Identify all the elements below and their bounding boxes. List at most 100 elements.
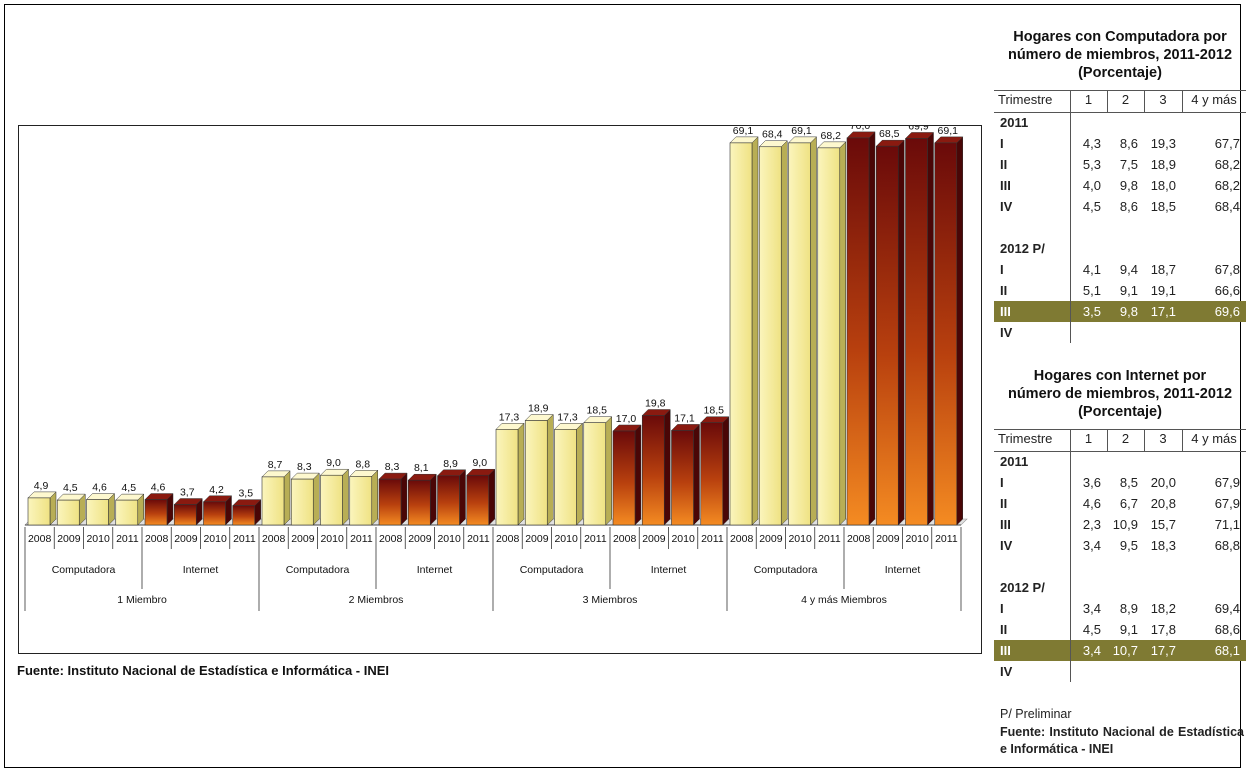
table1-row: 2012 P/ — [994, 238, 1246, 259]
table1-row-label: 2011 — [1000, 115, 1029, 130]
chart-area: 4,9 4,5 4,6 4,5 4,6 3,7 4,2 3,5 8,7 8,3 9,0 8,8 8,3 8… — [18, 125, 982, 654]
bar-value-label: 69,9 — [908, 126, 929, 132]
table2-row: III 2,3 10,9 15,7 71,1 — [994, 514, 1246, 535]
year-tick-label: 2009 — [642, 533, 666, 545]
bar-computadora-3-2008 — [495, 429, 519, 526]
bar-side — [283, 470, 291, 526]
table2-cell: 9,5 — [1119, 538, 1138, 553]
table2-cell: 4,5 — [1082, 622, 1101, 637]
year-tick-label: 2010 — [437, 533, 461, 545]
table2-title-line3: (Porcentaje) — [1078, 404, 1162, 420]
year-tick-label: 2010 — [86, 533, 110, 545]
subgroup-label: Internet — [651, 564, 687, 576]
year-tick-label: 2010 — [554, 533, 578, 545]
page-frame — [4, 4, 1241, 768]
table1-row-label: III — [1000, 304, 1011, 319]
subgroup-label: Internet — [417, 564, 453, 576]
bar-side — [751, 136, 759, 526]
table2-cell: 8,5 — [1119, 475, 1138, 490]
bar-side — [488, 468, 495, 526]
bar-value-label: 17,3 — [499, 411, 520, 423]
bar-side — [927, 131, 934, 526]
table1-row: I 4,3 8,6 19,3 67,7 — [994, 133, 1246, 154]
bar-internet-2-2011 — [466, 474, 490, 526]
table2-column-header: Trimestre — [998, 431, 1053, 446]
table1-cell: 8,6 — [1119, 136, 1138, 151]
bar-computadora-2-2008 — [261, 476, 285, 526]
bar-internet-1-2011 — [232, 505, 256, 526]
bar-value-label: 4,5 — [121, 482, 136, 494]
category-label: 2 Miembros — [349, 594, 404, 606]
table1-col-divider — [1107, 90, 1108, 112]
category-label: 1 Miembro — [117, 594, 167, 606]
table1-row-label: II — [1000, 283, 1008, 298]
bar-computadora-1-2010 — [86, 499, 109, 526]
bar-value-label: 69,1 — [791, 126, 812, 137]
year-tick-label: 2008 — [145, 533, 169, 545]
table2-row-label: 2012 P/ — [1000, 580, 1045, 595]
table2-top-border — [994, 429, 1246, 430]
bar-internet-3-2009 — [641, 415, 665, 526]
bar-value-label: 69,1 — [938, 126, 959, 137]
table1-cell: 9,8 — [1119, 304, 1138, 319]
table2-cell: 3,4 — [1082, 643, 1101, 658]
bar-value-label: 4,5 — [63, 482, 78, 494]
subgroup-label: Internet — [183, 564, 219, 576]
table-preliminary-note: P/ Preliminar — [1000, 707, 1072, 721]
bar-side — [459, 469, 466, 526]
table2-row: III 3,4 10,7 17,7 68,1 — [994, 640, 1246, 661]
table1-cell: 9,4 — [1119, 262, 1138, 277]
year-tick-label: 2008 — [847, 533, 871, 545]
category-label: 3 Miembros — [583, 594, 638, 606]
table2-cell: 9,1 — [1119, 622, 1138, 637]
bar-side — [576, 422, 583, 526]
bar-computadora-2-2009 — [290, 478, 314, 526]
table2-row: IV — [994, 661, 1246, 682]
bar-internet-3-2011 — [700, 422, 724, 526]
table2-column-header: 1 — [1084, 431, 1093, 446]
table1-column-header: 3 — [1159, 92, 1167, 107]
bar-internet-4-2008 — [846, 137, 870, 526]
table2-row-label: II — [1000, 622, 1008, 637]
table2-column-header: 2 — [1121, 431, 1130, 446]
year-tick-label: 2010 — [320, 533, 344, 545]
bar-internet-4-2010 — [905, 138, 928, 526]
table2-row: II 4,6 6,7 20,8 67,9 — [994, 493, 1246, 514]
bar-side — [956, 136, 963, 526]
table2-column-header: 3 — [1159, 431, 1167, 446]
year-tick-label: 2009 — [525, 533, 549, 545]
bar-value-label: 4,6 — [151, 482, 166, 494]
table1-row: III 3,5 9,8 17,1 69,6 — [994, 301, 1246, 322]
bar-value-label: 19,8 — [645, 398, 666, 410]
table2-row-label: III — [1000, 517, 1011, 532]
year-tick-label: 2008 — [28, 533, 52, 545]
bar-internet-1-2009 — [173, 504, 197, 526]
year-tick-label: 2011 — [701, 533, 724, 545]
table1-column-header: 2 — [1121, 92, 1130, 107]
bar-internet-2-2008 — [378, 478, 402, 526]
table1-cell: 18,7 — [1150, 262, 1176, 277]
table2-row: IV 3,4 9,5 18,3 68,8 — [994, 535, 1246, 556]
bar-side — [342, 468, 349, 526]
bar-value-label: 4,9 — [34, 480, 49, 492]
table2-row-label: III — [1000, 643, 1011, 658]
year-tick-label: 2010 — [788, 533, 812, 545]
table2-row-label: 2011 — [1000, 454, 1029, 469]
year-tick-label: 2011 — [584, 533, 607, 545]
table1-column-header: 4 y más — [1191, 92, 1237, 107]
table1-header-row: Trimestre 1 2 3 4 y más — [994, 90, 1246, 112]
bar-value-label: 8,1 — [414, 462, 429, 474]
table1-row-label: III — [1000, 178, 1011, 193]
table2-cell: 10,7 — [1112, 643, 1138, 658]
table1-cell: 9,1 — [1119, 283, 1138, 298]
bar-internet-1-2008 — [144, 499, 168, 526]
table1-row: I 4,1 9,4 18,7 67,8 — [994, 259, 1246, 280]
table1-row: IV 4,5 8,6 18,5 68,4 — [994, 196, 1246, 217]
bar-chart: 4,9 4,5 4,6 4,5 4,6 3,7 4,2 3,5 8,7 8,3 9,0 8,8 8,3 8… — [24, 126, 968, 611]
table1-title-line2: número de miembros, 2011-2012 — [1007, 47, 1233, 63]
bar-side — [634, 424, 642, 526]
table1-row-label: II — [1000, 157, 1008, 172]
subgroup-label: Internet — [885, 564, 921, 576]
table1-cell: 68,2 — [1214, 157, 1240, 172]
bar-computadora-2-2011 — [349, 476, 373, 526]
